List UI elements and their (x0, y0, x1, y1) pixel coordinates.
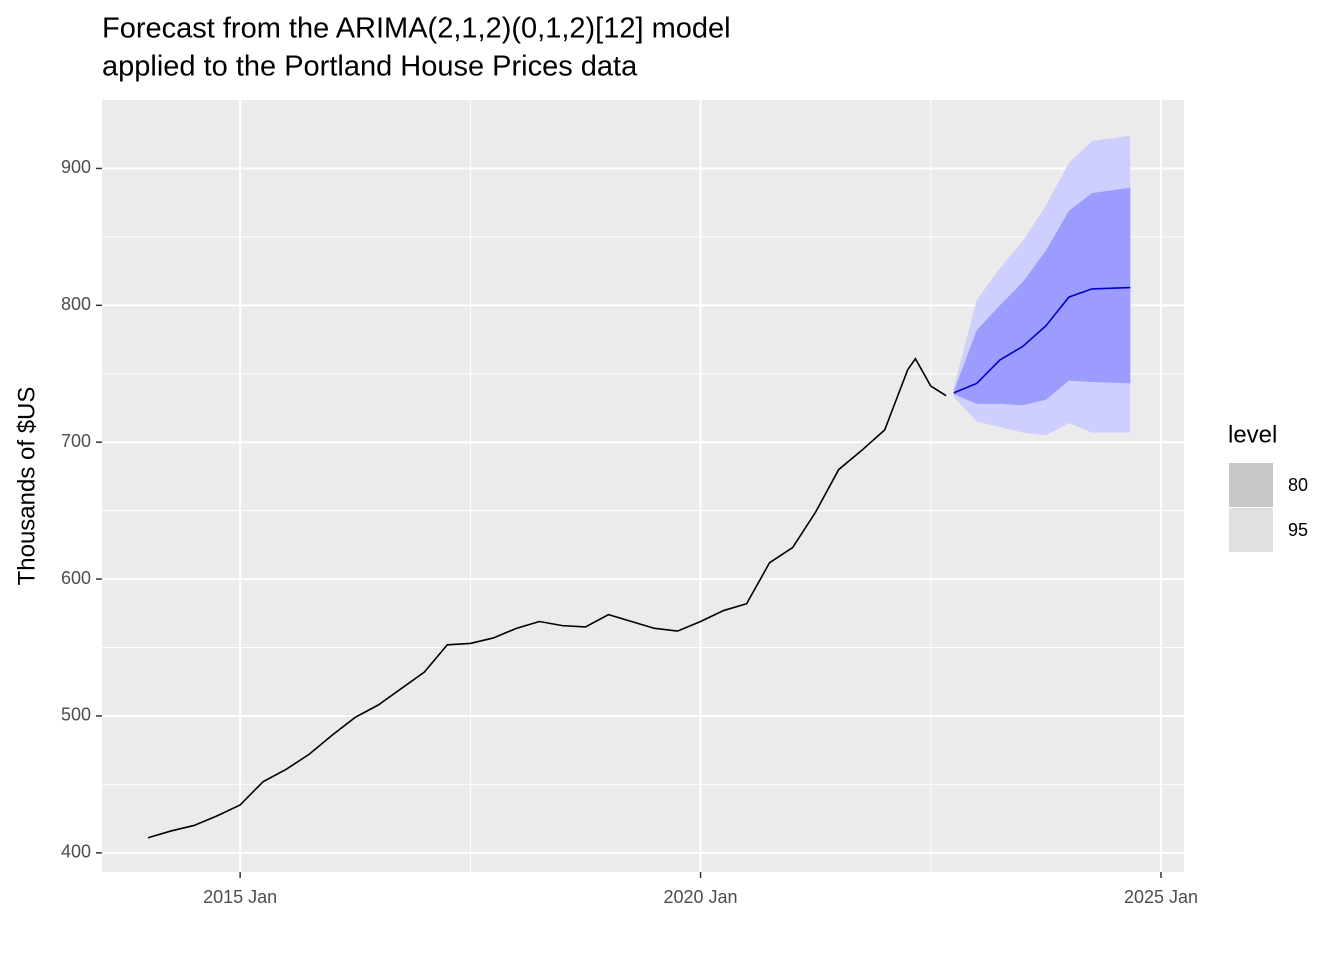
legend-swatch (1229, 508, 1273, 552)
x-tick-label: 2015 Jan (203, 887, 277, 907)
legend-title: level (1228, 421, 1277, 448)
y-tick-label: 700 (61, 431, 91, 451)
chart-title: applied to the Portland House Prices dat… (102, 51, 638, 83)
x-tick-label: 2020 Jan (664, 887, 738, 907)
legend-label: 80 (1288, 475, 1308, 495)
chart-title: Forecast from the ARIMA(2,1,2)(0,1,2)[12… (102, 13, 731, 45)
y-tick-label: 800 (61, 294, 91, 314)
y-tick-label: 600 (61, 568, 91, 588)
forecast-line (953, 286, 1131, 394)
legend-swatch (1229, 463, 1273, 507)
legend-label: 95 (1288, 520, 1308, 540)
plot-panel (102, 100, 1184, 872)
y-tick-label: 900 (61, 157, 91, 177)
observed-line (147, 357, 947, 839)
x-tick-label: 2025 Jan (1124, 887, 1198, 907)
y-axis-label: Thousands of $US (13, 387, 40, 586)
y-tick-label: 400 (61, 842, 91, 862)
forecast-band (953, 187, 1131, 406)
y-tick-label: 500 (61, 705, 91, 725)
